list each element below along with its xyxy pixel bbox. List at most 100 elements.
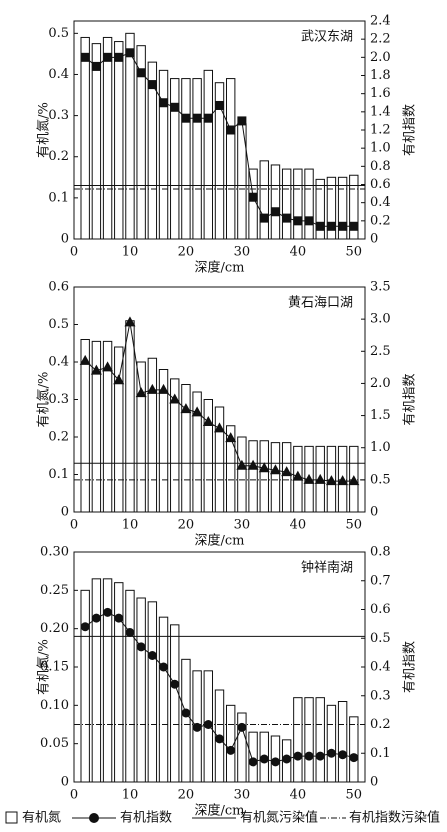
bar: [225, 704, 236, 783]
y-axis-label: 有机氮/%: [37, 102, 52, 158]
bar: [214, 82, 225, 240]
marker: [349, 221, 359, 231]
y2-tick-label: 0.2: [370, 717, 391, 732]
bar: [192, 391, 202, 513]
x-tick-label: 10: [122, 788, 139, 803]
marker: [159, 662, 169, 672]
bar: [181, 384, 191, 513]
y2-tick-label: 0.5: [370, 472, 391, 487]
x-tick-label: 40: [290, 788, 307, 803]
x-tick-label: 30: [234, 245, 251, 260]
legend-swatch: [89, 813, 99, 823]
marker: [338, 750, 348, 760]
y2-tick-label: 0: [370, 505, 378, 520]
x-tick-label: 20: [178, 788, 195, 803]
marker: [114, 613, 124, 623]
y2-tick-label: 1.8: [370, 68, 391, 83]
marker: [270, 757, 280, 767]
y-axis-label: 有机氮/%: [37, 372, 52, 428]
annotation: 黄石海口湖: [288, 296, 353, 311]
bar: [125, 320, 135, 513]
bar: [80, 589, 90, 783]
y2-tick-label: 0.4: [370, 195, 391, 210]
y2-tick-label: 0: [370, 775, 378, 790]
marker: [292, 470, 304, 481]
marker: [90, 364, 102, 375]
bar: [147, 601, 158, 783]
bar: [225, 425, 236, 513]
bar: [136, 45, 146, 240]
y2-tick-label: 1.0: [370, 440, 391, 455]
bar: [315, 178, 325, 240]
y2-tick-label: 0.5: [370, 631, 391, 646]
marker: [349, 753, 359, 763]
bar: [147, 61, 158, 240]
bar: [326, 704, 337, 783]
y2-tick-label: 0.8: [370, 545, 391, 560]
y2-tick-label: 3.5: [370, 280, 391, 295]
y2-tick-label: 1.6: [370, 86, 391, 101]
marker: [102, 361, 114, 372]
y-tick-label: 0.5: [48, 26, 69, 41]
y2-axis-label: 有机指数: [403, 641, 418, 693]
marker: [147, 80, 157, 90]
marker: [226, 745, 236, 755]
bar: [125, 589, 135, 783]
legend-label: 有机氮污染值: [240, 810, 318, 826]
bar: [270, 442, 281, 513]
marker: [202, 416, 214, 426]
marker: [237, 722, 247, 732]
bar: [102, 340, 113, 513]
bar: [203, 69, 214, 240]
y-tick-label: 0.20: [40, 621, 69, 636]
y-tick-label: 0.05: [40, 736, 69, 751]
marker: [125, 48, 135, 58]
bar: [102, 36, 113, 240]
y-tick-label: 0.4: [48, 67, 69, 82]
bar: [136, 361, 146, 513]
y2-tick-label: 2.5: [370, 344, 391, 359]
y-tick-label: 0.2: [48, 149, 69, 164]
y2-tick-label: 0.2: [370, 213, 391, 228]
legend-label: 有机指数: [120, 811, 172, 826]
marker: [181, 708, 191, 718]
marker: [146, 383, 158, 394]
marker: [215, 100, 224, 110]
marker: [124, 316, 136, 327]
marker: [203, 113, 213, 123]
legend-swatch: [5, 811, 18, 824]
marker: [304, 751, 314, 761]
y2-tick-label: 2.4: [370, 14, 391, 29]
bar: [349, 716, 359, 783]
x-tick-label: 30: [234, 788, 251, 803]
marker: [114, 52, 124, 62]
bar: [158, 69, 169, 240]
marker: [259, 754, 269, 764]
y-tick-label: 0.15: [40, 660, 69, 675]
x-axis-label: 深度/cm: [195, 803, 245, 819]
x-tick-label: 0: [70, 788, 78, 803]
bar: [158, 369, 169, 513]
bar: [225, 78, 236, 240]
x-tick-label: 0: [70, 245, 78, 260]
marker: [147, 651, 157, 660]
y2-tick-label: 2.0: [370, 376, 391, 391]
y-tick-label: 0.3: [48, 108, 69, 123]
marker: [91, 61, 101, 71]
x-tick-label: 40: [290, 518, 307, 533]
y-tick-label: 0.4: [48, 355, 69, 370]
marker: [125, 628, 135, 637]
y-tick-label: 0: [61, 232, 69, 247]
bar: [136, 597, 146, 783]
marker: [282, 754, 292, 764]
bar: [259, 160, 269, 240]
marker: [293, 751, 303, 761]
bar: [293, 697, 303, 783]
marker: [338, 221, 348, 231]
y2-tick-label: 0.8: [370, 159, 391, 174]
bar: [91, 340, 102, 513]
y2-tick-label: 0.6: [370, 602, 391, 617]
marker: [180, 403, 192, 414]
y-axis-label: 有机氮/%: [37, 639, 52, 695]
